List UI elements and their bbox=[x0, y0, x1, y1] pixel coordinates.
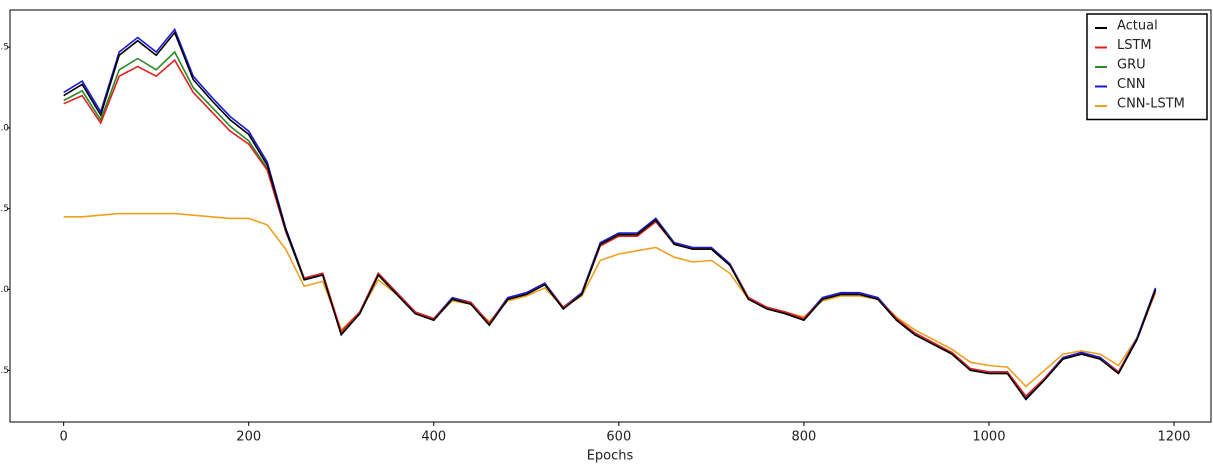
x-axis-label: Epochs bbox=[587, 449, 634, 464]
x-tick-label: 400 bbox=[421, 430, 446, 445]
x-tick-label: 600 bbox=[606, 430, 631, 445]
y-tick-label: .0 bbox=[0, 285, 9, 295]
legend-label: CNN-LSTM bbox=[1117, 97, 1185, 112]
x-tick-label: 0 bbox=[60, 430, 68, 445]
line-series bbox=[63, 58, 1157, 398]
line-series bbox=[63, 212, 1157, 388]
x-tick-label: 1200 bbox=[1157, 430, 1190, 445]
x-tick-label: 800 bbox=[791, 430, 816, 445]
line-series bbox=[63, 27, 1157, 400]
y-tick-label: .5 bbox=[0, 366, 9, 376]
x-tick-label: 200 bbox=[236, 430, 261, 445]
plot-frame bbox=[9, 9, 1212, 423]
y-tick-label: .5 bbox=[0, 43, 9, 53]
legend-label: GRU bbox=[1117, 58, 1146, 73]
legend-label: Actual bbox=[1117, 19, 1158, 34]
y-tick-label: .0 bbox=[0, 123, 9, 133]
x-tick-label: 1000 bbox=[972, 430, 1005, 445]
y-tick-label: .5 bbox=[0, 204, 9, 214]
legend-label: LSTM bbox=[1117, 38, 1152, 53]
line-series bbox=[63, 31, 1157, 401]
legend-label: CNN bbox=[1117, 77, 1146, 92]
line-series bbox=[63, 50, 1157, 401]
